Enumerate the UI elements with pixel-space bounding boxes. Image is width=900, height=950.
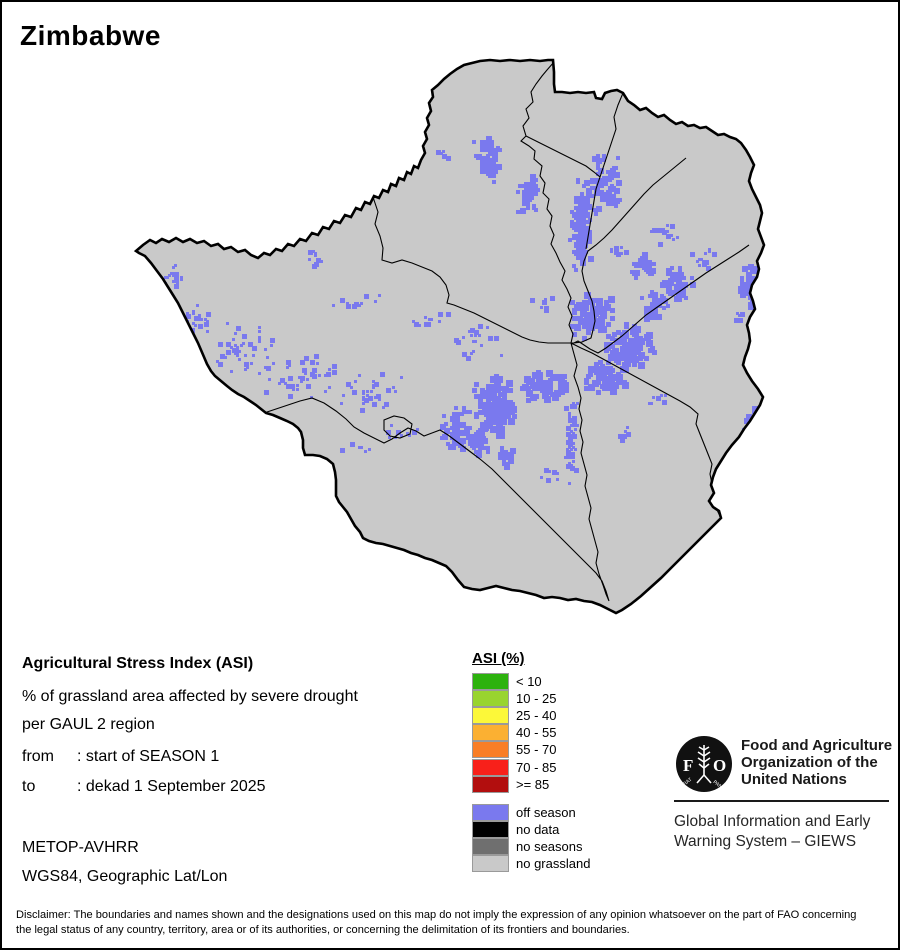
legend-swatch	[472, 855, 509, 872]
period-from-label: from	[22, 748, 54, 765]
legend-label: 70 - 85	[516, 760, 557, 775]
period-to: to : dekad 1 September 2025	[22, 778, 266, 796]
legend-swatch	[472, 821, 509, 838]
country-land-fill	[136, 60, 764, 613]
legend-label: no grassland	[516, 856, 591, 871]
legend-swatch	[472, 838, 509, 855]
fao-divider-line	[674, 800, 889, 802]
sensor-name: METOP-AVHRR	[22, 839, 139, 856]
period-from: from : start of SEASON 1	[22, 748, 219, 766]
legend-swatch	[472, 776, 509, 793]
legend-swatch	[472, 759, 509, 776]
legend-label: >= 85	[516, 777, 550, 792]
legend-title: ASI (%)	[472, 650, 525, 667]
legend-label: 25 - 40	[516, 708, 557, 723]
legend-swatch	[472, 741, 509, 758]
page-title: Zimbabwe	[20, 20, 161, 51]
wheat-ear-icon	[696, 745, 712, 784]
projection-name: WGS84, Geographic Lat/Lon	[22, 868, 228, 885]
legend-swatch	[472, 724, 509, 741]
legend-label: no data	[516, 822, 560, 837]
fao-logo: F O FIAT PANIS	[676, 736, 732, 793]
legend-label: 55 - 70	[516, 742, 557, 757]
legend-label: < 10	[516, 674, 542, 689]
fao-logo-letter-o: O	[713, 756, 726, 775]
legend-label: 40 - 55	[516, 725, 557, 740]
fao-org-line: Food and Agriculture	[741, 737, 893, 754]
asi-heading: Agricultural Stress Index (ASI)	[22, 655, 254, 672]
asi-region-level: per GAUL 2 region	[22, 716, 155, 733]
giews-line: Global Information and Early	[674, 813, 871, 830]
legend-swatch	[472, 707, 509, 724]
disclaimer-text: Disclaimer: The boundaries and names sho…	[16, 909, 857, 936]
period-to-value: : dekad 1 September 2025	[77, 778, 266, 795]
legend-swatch	[472, 690, 509, 707]
period-to-label: to	[22, 778, 36, 795]
fao-org-line: United Nations	[741, 771, 847, 788]
legend-label: 10 - 25	[516, 691, 557, 706]
legend-label: off season	[516, 805, 576, 820]
fao-logo-letter-f: F	[683, 756, 693, 775]
legend-label: no seasons	[516, 839, 583, 854]
district-boundaries	[263, 61, 750, 602]
asi-description: % of grassland area affected by severe d…	[22, 688, 358, 705]
fao-org-name: Food and Agriculture Organization of the…	[741, 737, 892, 788]
period-from-value: : start of SEASON 1	[77, 748, 220, 765]
legend-swatch	[472, 804, 509, 821]
legend-swatch	[472, 673, 509, 690]
fao-org-line: Organization of the	[741, 754, 878, 771]
fao-motto-fiat: FIAT	[681, 777, 693, 788]
giews-line: Warning System – GIEWS	[674, 833, 857, 850]
giews-name: Global Information and Early Warning Sys…	[674, 812, 870, 852]
